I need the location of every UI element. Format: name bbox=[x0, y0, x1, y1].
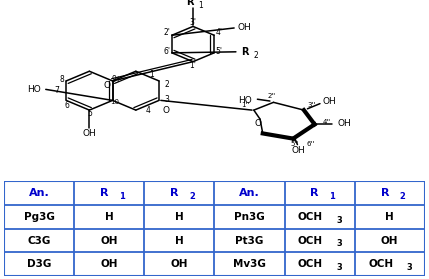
Text: HO: HO bbox=[238, 96, 252, 105]
Text: H: H bbox=[385, 212, 394, 222]
Text: R: R bbox=[381, 188, 389, 198]
Text: 5'': 5'' bbox=[291, 141, 299, 147]
Text: OH: OH bbox=[101, 236, 118, 246]
Text: OH: OH bbox=[101, 259, 118, 269]
Text: 3: 3 bbox=[336, 239, 342, 248]
Text: 1: 1 bbox=[199, 1, 203, 10]
Text: 5: 5 bbox=[87, 109, 92, 118]
Text: Pt3G: Pt3G bbox=[236, 236, 264, 246]
Text: 8: 8 bbox=[59, 75, 64, 84]
Text: R: R bbox=[311, 188, 319, 198]
Text: 1: 1 bbox=[150, 70, 154, 79]
Text: 1: 1 bbox=[119, 192, 125, 201]
Text: 4': 4' bbox=[215, 28, 222, 37]
Text: 2: 2 bbox=[253, 51, 258, 60]
Text: 3: 3 bbox=[165, 95, 170, 104]
Text: R: R bbox=[241, 47, 248, 57]
Text: H: H bbox=[175, 212, 184, 222]
Text: 1': 1' bbox=[190, 61, 196, 70]
Text: R: R bbox=[187, 0, 194, 7]
Text: HO: HO bbox=[27, 85, 41, 94]
Text: OH: OH bbox=[171, 259, 188, 269]
Text: 9: 9 bbox=[111, 75, 116, 84]
Text: 1: 1 bbox=[329, 192, 335, 201]
Text: 2: 2 bbox=[189, 192, 195, 201]
Text: OH: OH bbox=[238, 23, 252, 32]
Text: An.: An. bbox=[29, 188, 50, 198]
Text: 6'': 6'' bbox=[307, 141, 315, 147]
Text: C3G: C3G bbox=[27, 236, 51, 246]
Text: 3'': 3'' bbox=[308, 102, 316, 109]
Text: 6': 6' bbox=[164, 47, 171, 56]
Text: 6: 6 bbox=[65, 101, 69, 110]
Text: OCH: OCH bbox=[298, 259, 323, 269]
Text: OH: OH bbox=[337, 119, 351, 128]
Text: 3: 3 bbox=[336, 215, 342, 225]
Text: 7: 7 bbox=[55, 86, 60, 95]
Text: 4: 4 bbox=[146, 106, 151, 116]
Text: Mv3G: Mv3G bbox=[233, 259, 266, 269]
Text: 4'': 4'' bbox=[323, 119, 331, 125]
Text: 10: 10 bbox=[111, 98, 120, 105]
Text: 2: 2 bbox=[399, 192, 405, 201]
Text: H: H bbox=[105, 212, 114, 222]
Text: +: + bbox=[114, 75, 121, 84]
Text: OCH: OCH bbox=[298, 236, 323, 246]
Text: 3': 3' bbox=[190, 18, 196, 27]
Text: 3: 3 bbox=[406, 263, 412, 272]
Text: OH: OH bbox=[292, 146, 305, 155]
Text: D3G: D3G bbox=[27, 259, 51, 269]
Text: O: O bbox=[255, 119, 262, 128]
Text: OCH: OCH bbox=[298, 212, 323, 222]
Text: OH: OH bbox=[82, 129, 96, 138]
Text: 1'': 1'' bbox=[241, 102, 249, 109]
Text: O: O bbox=[104, 81, 111, 90]
Text: O: O bbox=[163, 106, 170, 115]
Text: H: H bbox=[175, 236, 184, 246]
Text: OH: OH bbox=[323, 97, 336, 105]
Text: 2'': 2'' bbox=[268, 93, 276, 99]
Text: R: R bbox=[170, 188, 179, 198]
Text: Pn3G: Pn3G bbox=[234, 212, 265, 222]
Text: 2: 2 bbox=[165, 80, 169, 89]
Text: Pg3G: Pg3G bbox=[24, 212, 55, 222]
Text: 5': 5' bbox=[215, 47, 222, 56]
Text: OCH: OCH bbox=[368, 259, 393, 269]
Text: 3: 3 bbox=[336, 263, 342, 272]
Text: R: R bbox=[100, 188, 109, 198]
Text: 2': 2' bbox=[164, 28, 171, 37]
Text: An.: An. bbox=[239, 188, 260, 198]
Text: OH: OH bbox=[381, 236, 399, 246]
